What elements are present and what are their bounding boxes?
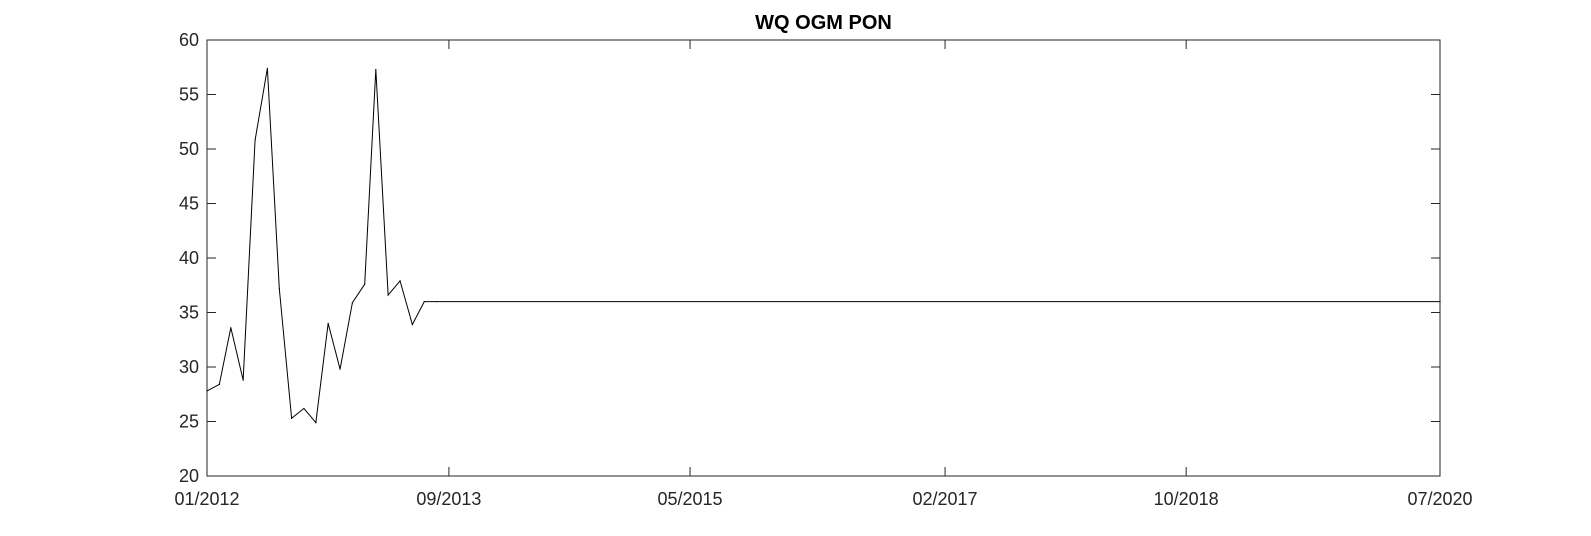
data-point — [435, 301, 438, 303]
y-tick-label: 35 — [179, 303, 199, 323]
data-point — [266, 67, 268, 69]
data-point — [218, 383, 220, 386]
y-tick-label: 40 — [179, 248, 199, 268]
data-point — [411, 323, 413, 326]
y-tick-label: 30 — [179, 357, 199, 377]
data-point — [1439, 301, 1441, 303]
plot-area — [206, 39, 1441, 477]
data-point — [230, 327, 232, 329]
data-point — [278, 287, 280, 290]
data-point — [303, 407, 305, 410]
y-tick-label: 45 — [179, 194, 199, 214]
data-point — [364, 283, 366, 285]
data-point — [375, 68, 377, 71]
series-layer — [206, 67, 1441, 424]
data-point — [351, 302, 353, 304]
y-tick-label: 55 — [179, 85, 199, 105]
data-point — [327, 322, 329, 324]
y-tick-label: 50 — [179, 139, 199, 159]
data-point — [254, 139, 256, 141]
x-tick-label: 05/2015 — [657, 489, 722, 509]
data-point — [339, 368, 341, 370]
x-tick-label: 07/2020 — [1407, 489, 1472, 509]
x-tick-label: 01/2012 — [174, 489, 239, 509]
data-point — [387, 294, 389, 296]
chart-title: WQ OGM PON — [755, 12, 892, 34]
data-point — [206, 390, 208, 392]
data-point — [423, 301, 425, 303]
data-point — [399, 280, 401, 282]
x-tick-label: 10/2018 — [1154, 489, 1219, 509]
y-tick-label: 20 — [179, 466, 199, 486]
x-tick-label: 09/2013 — [416, 489, 481, 509]
y-tick-label: 25 — [179, 412, 199, 432]
data-point — [291, 417, 293, 419]
y-tick-label: 60 — [179, 30, 199, 50]
x-axis-ticks: 01/2012 09/2013 05/2015 02/2017 10/2018 07/20… — [174, 40, 1473, 509]
data-point — [242, 379, 244, 381]
y-axis-ticks: 20 25 30 35 40 45 50 55 60 — [179, 30, 1440, 486]
x-tick-label: 02/2017 — [913, 489, 978, 509]
data-point — [315, 421, 317, 424]
